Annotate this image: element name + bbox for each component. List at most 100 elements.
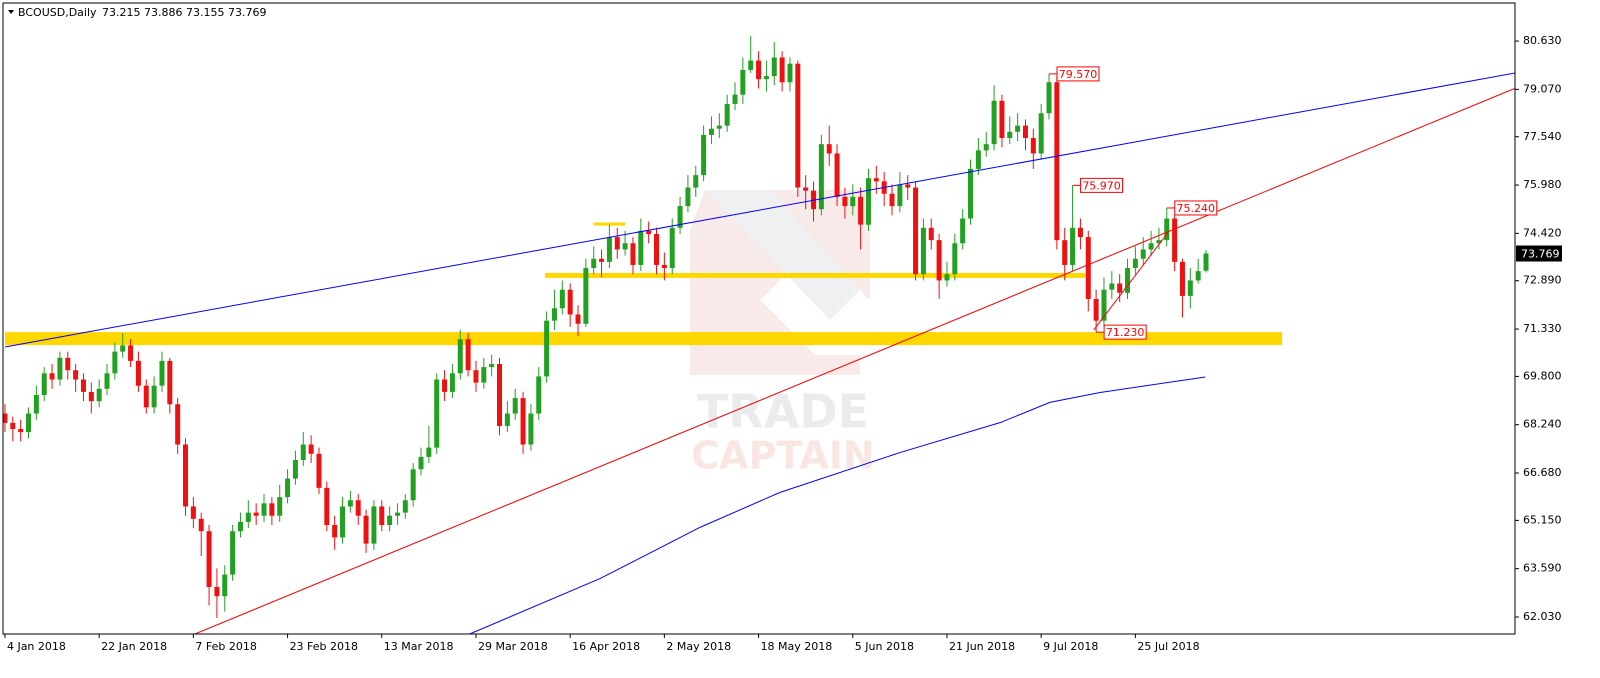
candle-body: [968, 168, 974, 219]
candle-body: [324, 487, 330, 526]
candle-body: [355, 500, 361, 516]
candle-body: [920, 227, 926, 275]
candle-body: [1077, 227, 1083, 238]
candle-body: [363, 515, 369, 544]
candle-body: [795, 63, 801, 188]
candle-body: [10, 422, 16, 430]
candle-body: [245, 512, 251, 522]
watermark-text: CAPTAIN: [691, 434, 874, 478]
candle-body: [646, 230, 652, 234]
y-tick-label: 62.030: [1523, 610, 1562, 623]
candle-body: [261, 503, 267, 516]
zones: [4, 222, 1283, 346]
last-price-tag: [1516, 245, 1562, 262]
candle-body: [426, 447, 432, 457]
x-tick-label: 18 May 2018: [761, 640, 833, 653]
candle-body: [756, 60, 762, 80]
x-tick-label: 7 Feb 2018: [195, 640, 256, 653]
last-price-label: 73.769: [1521, 248, 1560, 261]
candle-body: [128, 345, 134, 361]
candle-body: [340, 506, 346, 538]
y-tick-label: 75.980: [1523, 178, 1562, 191]
candle-body: [214, 586, 220, 597]
candle-body: [167, 360, 173, 405]
candle-body: [1030, 137, 1036, 154]
candle-body: [936, 240, 942, 281]
candle-body: [905, 184, 911, 188]
candle-body: [489, 364, 495, 368]
candle-body: [57, 357, 63, 380]
candle-body: [120, 345, 126, 352]
y-tick-label: 63.590: [1523, 562, 1562, 575]
candle-body: [88, 391, 94, 402]
candle-body: [49, 373, 55, 380]
annotation-box: [1056, 66, 1100, 82]
candle-body: [41, 373, 47, 395]
candle-body: [1132, 258, 1138, 269]
candle-body: [677, 206, 683, 228]
candle-body: [983, 144, 989, 151]
candle-body: [1195, 271, 1201, 281]
x-tick-label: 9 Jul 2018: [1043, 640, 1098, 653]
candle-body: [834, 153, 840, 197]
candle-body: [630, 243, 636, 265]
candle-body: [708, 128, 714, 135]
x-tick-label: 25 Jul 2018: [1137, 640, 1199, 653]
candle-body: [65, 357, 71, 371]
candle-body: [175, 404, 181, 445]
candles: [3, 35, 1209, 618]
y-tick-label: 66.680: [1523, 466, 1562, 479]
candle-body: [763, 76, 769, 80]
candle-body: [1125, 268, 1131, 293]
watermark: TRADE CAPTAIN: [690, 190, 875, 478]
candle-body: [394, 512, 400, 516]
candle-body: [693, 175, 699, 188]
candle-body: [614, 237, 620, 250]
candle-body: [222, 574, 228, 597]
candle-body: [732, 94, 738, 104]
candle-body: [198, 518, 204, 532]
candle-body: [591, 258, 597, 269]
candle-body: [481, 367, 487, 383]
trend-line: [469, 376, 1206, 634]
y-tick-label: 80.630: [1523, 34, 1562, 47]
x-tick-label: 21 Jun 2018: [949, 640, 1015, 653]
candle-body: [1117, 283, 1123, 293]
candle-body: [944, 274, 950, 281]
candle-body: [497, 364, 503, 426]
candle-body: [701, 134, 707, 176]
candle-body: [80, 379, 86, 392]
candle-body: [771, 57, 777, 77]
candle-body: [504, 413, 510, 426]
annotation-label: 75.240: [1177, 202, 1216, 215]
candle-body: [206, 531, 212, 587]
ohlc-readout: 73.215 73.886 73.155 73.769: [102, 6, 266, 19]
annotation-label: 75.970: [1082, 179, 1121, 192]
candle-body: [1109, 283, 1115, 290]
candle-body: [135, 360, 141, 386]
menu-arrow[interactable]: [8, 10, 14, 14]
watermark-logo: [690, 190, 870, 375]
candle-body: [347, 500, 353, 507]
candle-body: [897, 184, 903, 207]
candle-body: [300, 444, 306, 460]
annotation-box: [1103, 324, 1147, 340]
candle-body: [528, 413, 534, 445]
candle-body: [544, 320, 550, 377]
candle-body: [434, 379, 440, 448]
candle-body: [724, 103, 730, 126]
candle-body: [387, 515, 393, 526]
candle-body: [473, 370, 479, 383]
candle-body: [1085, 237, 1091, 299]
candle-body: [277, 497, 283, 516]
candle-body: [622, 243, 628, 250]
candle-body: [151, 385, 157, 408]
candle-body: [952, 243, 958, 275]
y-tick-label: 71.330: [1523, 322, 1562, 335]
candle-body: [818, 144, 824, 210]
candle-body: [112, 351, 118, 374]
candle-body: [748, 60, 754, 70]
candle-body: [512, 398, 518, 414]
candle-body: [33, 394, 39, 414]
candle-body: [889, 193, 895, 207]
